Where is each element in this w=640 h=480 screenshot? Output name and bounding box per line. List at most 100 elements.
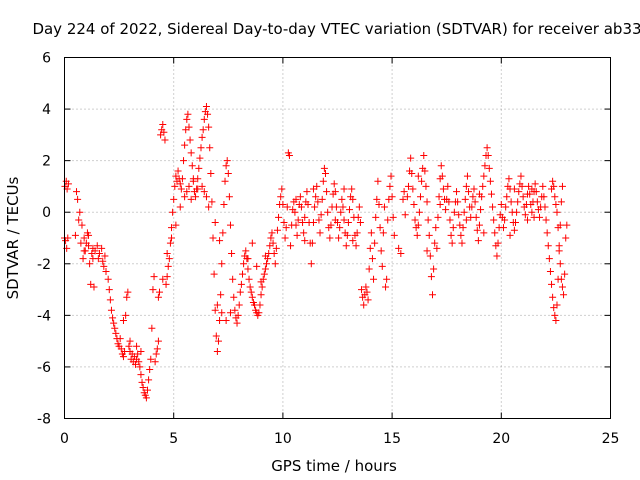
data-point <box>75 216 83 224</box>
data-point <box>253 262 261 270</box>
data-point <box>110 319 118 327</box>
data-point <box>301 237 309 245</box>
data-point <box>475 221 483 229</box>
data-point <box>551 193 559 201</box>
data-point <box>138 378 146 386</box>
data-point <box>339 203 347 211</box>
data-point <box>383 275 391 283</box>
data-point <box>506 231 514 239</box>
data-point <box>119 317 127 325</box>
data-point <box>436 200 444 208</box>
data-point <box>165 255 173 263</box>
data-point <box>185 123 193 131</box>
data-point <box>307 260 315 268</box>
data-point <box>365 265 373 273</box>
data-point <box>272 244 280 252</box>
data-point <box>337 208 345 216</box>
data-point <box>154 337 162 345</box>
data-point <box>528 185 536 193</box>
x-tick-label: 10 <box>274 431 292 447</box>
data-point <box>183 188 191 196</box>
data-point <box>211 219 219 227</box>
data-point <box>124 288 132 296</box>
data-point <box>462 182 470 190</box>
data-point <box>258 283 266 291</box>
data-point <box>210 270 218 278</box>
data-point <box>213 347 221 355</box>
y-axis-label: SDTVAR / TECUs <box>4 176 22 299</box>
data-point <box>218 309 226 317</box>
data-point <box>438 172 446 180</box>
data-point <box>222 162 230 170</box>
data-point <box>450 208 458 216</box>
data-point <box>230 293 238 301</box>
data-point <box>181 193 189 201</box>
data-point <box>247 288 255 296</box>
data-point <box>497 200 505 208</box>
data-point <box>480 229 488 237</box>
data-point <box>229 275 237 283</box>
data-point <box>355 203 363 211</box>
data-point <box>349 237 357 245</box>
data-point <box>222 317 230 325</box>
data-point <box>204 110 212 118</box>
data-point <box>106 296 114 304</box>
data-point <box>152 350 160 358</box>
data-point <box>331 216 339 224</box>
y-tick-label: 4 <box>42 102 51 118</box>
data-point <box>273 226 281 234</box>
data-point <box>395 244 403 252</box>
data-point <box>228 249 236 257</box>
data-point <box>160 128 168 136</box>
data-point <box>257 291 265 299</box>
data-point <box>104 275 112 283</box>
data-point <box>195 164 203 172</box>
data-point <box>142 394 150 402</box>
data-point <box>366 244 374 252</box>
data-point <box>470 185 478 193</box>
data-point <box>378 262 386 270</box>
data-point <box>403 193 411 201</box>
data-point <box>80 247 88 255</box>
data-point <box>112 329 120 337</box>
data-point <box>99 257 107 265</box>
data-point <box>362 283 370 291</box>
data-point <box>465 188 473 196</box>
data-point <box>540 193 548 201</box>
data-point <box>358 286 366 294</box>
y-tick-label: -6 <box>37 360 51 376</box>
data-point <box>90 283 98 291</box>
data-point <box>271 260 279 268</box>
data-point <box>136 363 144 371</box>
data-point <box>424 216 432 224</box>
data-point <box>100 262 108 270</box>
data-point <box>217 291 225 299</box>
data-point <box>442 206 450 214</box>
y-tick-label: -8 <box>37 412 51 428</box>
data-point <box>499 224 507 232</box>
data-point <box>415 208 423 216</box>
data-point <box>189 175 197 183</box>
data-point <box>446 216 454 224</box>
data-point <box>154 293 162 301</box>
data-point <box>147 355 155 363</box>
data-point <box>177 185 185 193</box>
data-point <box>560 291 568 299</box>
data-point <box>418 177 426 185</box>
data-point <box>474 237 482 245</box>
data-point <box>514 198 522 206</box>
data-point <box>263 260 271 268</box>
data-point <box>379 229 387 237</box>
data-point <box>423 247 431 255</box>
data-point <box>299 219 307 227</box>
data-point <box>137 347 145 355</box>
data-point <box>414 221 422 229</box>
data-point <box>413 231 421 239</box>
x-tick-label: 20 <box>492 431 510 447</box>
data-point <box>150 273 158 281</box>
data-point <box>387 172 395 180</box>
data-point <box>411 216 419 224</box>
data-point <box>338 195 346 203</box>
data-point <box>245 275 253 283</box>
data-point <box>425 231 433 239</box>
